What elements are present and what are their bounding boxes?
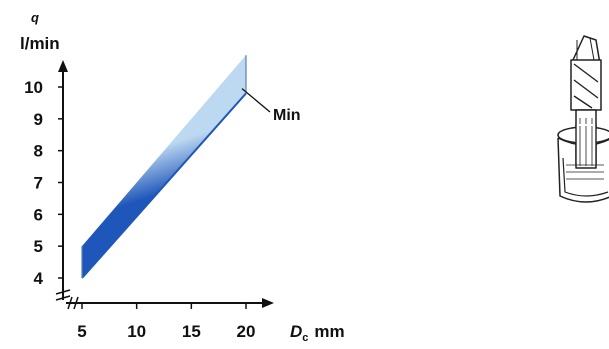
x-axis-unit: mm <box>314 322 344 341</box>
y-tick-label: 7 <box>34 174 43 193</box>
x-tick-label: 5 <box>77 322 86 341</box>
series-band <box>82 55 246 278</box>
x-tick-label: 10 <box>127 322 146 341</box>
y-tick-label: 6 <box>34 205 43 224</box>
x-ticks: 5 10 15 20 <box>77 303 255 341</box>
x-axis-symbol: D <box>290 322 302 341</box>
x-axis-arrow <box>262 298 274 308</box>
y-tick-label: 8 <box>34 142 43 161</box>
y-tick-label: 4 <box>34 269 44 288</box>
series-bands: Min <box>81 55 301 279</box>
y-axis-unit: l/min <box>20 34 60 53</box>
x-axis-break <box>67 296 79 310</box>
x-tick-label: 15 <box>182 322 201 341</box>
y-axis-symbol: q <box>31 10 39 25</box>
y-axis-break <box>55 289 71 301</box>
x-axis-subscript: c <box>302 332 308 344</box>
y-tick-label: 5 <box>34 237 43 256</box>
series-label-min: Min <box>273 107 301 124</box>
y-ticks: 4 5 6 7 8 9 10 <box>24 78 63 288</box>
x-axis-label: Dc mm <box>290 322 345 344</box>
series-lower-edge <box>81 92 247 279</box>
y-tick-label: 9 <box>34 110 43 129</box>
y-axis-arrow <box>58 60 68 72</box>
series-label-leader <box>241 88 271 113</box>
drill-in-coolant-cup-icon <box>557 35 609 203</box>
x-tick-label: 20 <box>237 322 256 341</box>
y-tick-label: 10 <box>24 78 43 97</box>
